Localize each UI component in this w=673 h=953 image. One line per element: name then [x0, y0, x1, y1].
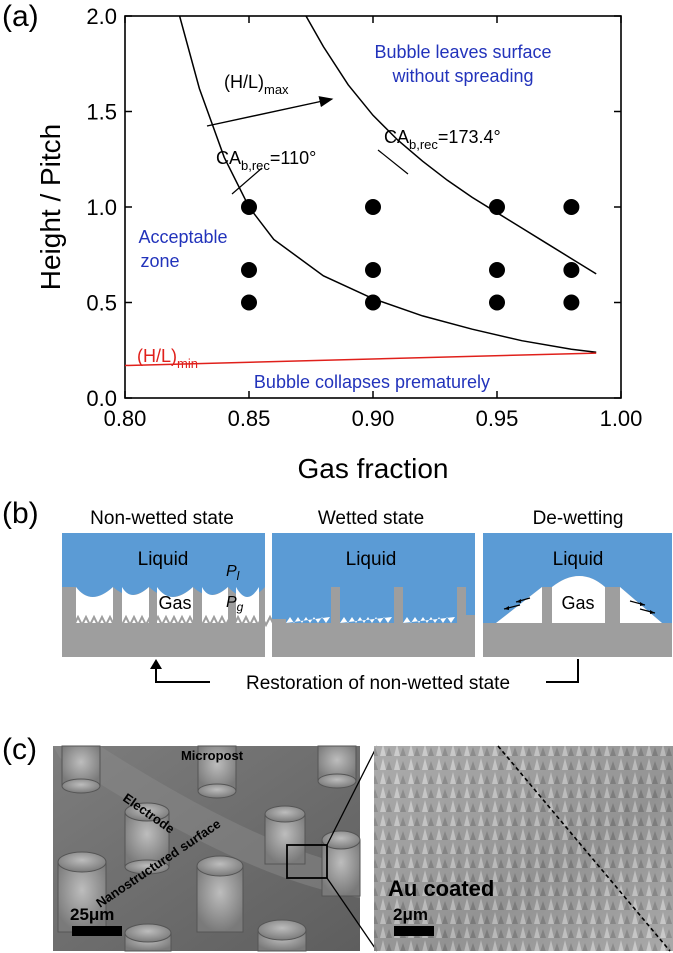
ca173-label: CAb,rec=173.4°: [384, 127, 501, 152]
annotation-leaves-2: without spreading: [391, 66, 533, 86]
pl-label: Pl: [226, 563, 240, 583]
curve-series-0: [178, 16, 597, 353]
x-tick-label: 0.85: [228, 406, 271, 431]
zoom-line-top: [326, 745, 378, 846]
curve-series-2: [125, 352, 597, 367]
data-point: [365, 199, 381, 215]
label-au-coated: Au coated: [388, 876, 494, 901]
data-point: [365, 294, 381, 311]
y-tick-label: 2.0: [86, 4, 117, 29]
data-point: [365, 262, 381, 279]
state-title-dewetting: De-wetting: [533, 508, 624, 529]
gas-label-1: Gas: [158, 593, 191, 613]
y-tick-label: 0.0: [86, 386, 117, 411]
scale-bar-right: [394, 926, 434, 936]
y-tick-label: 1.0: [86, 195, 117, 220]
data-point: [241, 294, 257, 311]
data-point: [241, 262, 257, 279]
x-axis-label: Gas fraction: [298, 453, 449, 484]
annotation-leaves-1: Bubble leaves surface: [374, 42, 551, 62]
hl-max-label: (H/L)max: [224, 72, 289, 97]
annotation-acceptable-2: zone: [140, 251, 179, 271]
liquid-label-1: Liquid: [138, 549, 189, 570]
hl-min-label: (H/L)min: [137, 346, 198, 371]
scale-bar-left: [72, 926, 122, 936]
gas-label-3: Gas: [561, 593, 594, 613]
panel-label-c: (c): [2, 733, 37, 766]
ca110-leader: [231, 167, 263, 195]
zoom-box: [286, 844, 328, 879]
non-wetted-state-diagram: [62, 533, 279, 657]
data-point: [563, 199, 580, 215]
panel-label-b: (b): [2, 497, 39, 530]
liquid-label-2: Liquid: [346, 549, 397, 570]
data-point: [489, 262, 505, 279]
state-title-non-wetted: Non-wetted state: [90, 508, 234, 529]
pg-label: Pg: [226, 594, 244, 614]
y-tick-label: 1.5: [86, 100, 117, 125]
label-micropost: Micropost: [181, 748, 244, 763]
panel-label-a: (a): [2, 0, 39, 33]
x-tick-label: 0.95: [476, 406, 519, 431]
scale-label-right: 2μm: [393, 905, 428, 924]
y-axis-label: Height / Pitch: [35, 124, 66, 291]
x-tick-label: 0.80: [104, 406, 147, 431]
phase-diagram-chart: 0.0 0.5 1.0 1.5 2.0 0.80 0.85 0.90 0.95 1.00 Hei…: [35, 4, 643, 484]
data-point: [563, 294, 580, 311]
sem-image-left: Micropost Electrode Nanostructured surfa…: [53, 745, 361, 952]
wetted-state-diagram: [272, 533, 475, 657]
annotation-acceptable-1: Acceptable: [138, 227, 227, 247]
x-tick-label: 1.00: [600, 406, 643, 431]
coating-boundary: [497, 745, 671, 952]
ca173-leader: [377, 149, 409, 175]
x-tick-label: 0.90: [352, 406, 395, 431]
curve-series-1: [305, 16, 597, 275]
data-point: [563, 262, 580, 279]
sem-micrographs: Micropost Electrode Nanostructured surfa…: [53, 745, 673, 952]
liquid-label-3: Liquid: [553, 549, 604, 570]
hl-max-arrow: [206, 96, 334, 127]
restoration-arrowhead: [150, 659, 162, 669]
dewetting-state-diagram: [483, 533, 672, 657]
annotation-collapses: Bubble collapses prematurely: [254, 372, 490, 392]
data-point: [489, 199, 505, 215]
state-title-wetted: Wetted state: [318, 508, 424, 529]
zoom-line-bottom: [326, 877, 378, 952]
y-tick-label: 0.5: [86, 291, 117, 316]
wetting-schematic: Non-wetted state Wetted state De-wetting: [62, 508, 672, 694]
scale-label-left: 25μm: [70, 905, 114, 924]
data-point: [489, 294, 505, 311]
restoration-label: Restoration of non-wetted state: [246, 673, 510, 694]
sem-image-right: Au coated 2μm: [374, 745, 673, 952]
ca110-label: CAb,rec=110°: [216, 148, 316, 173]
data-point: [241, 199, 257, 215]
